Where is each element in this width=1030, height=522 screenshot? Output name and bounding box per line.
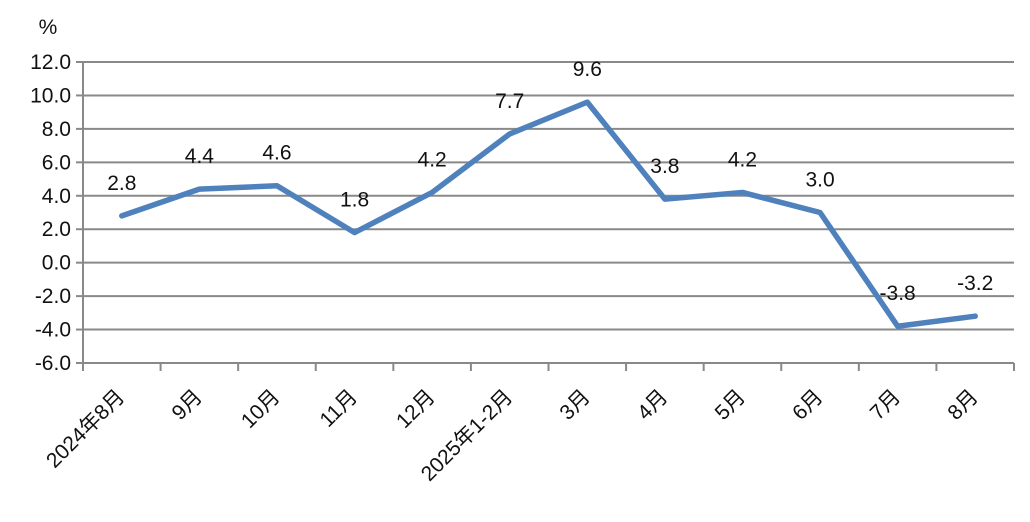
- y-tick-label: 8.0: [42, 118, 71, 141]
- x-tick-label: 5月: [711, 385, 750, 424]
- y-tick-label: -2.0: [35, 285, 71, 308]
- y-tick-label: 6.0: [42, 151, 71, 174]
- data-point-label: 3.8: [650, 155, 679, 178]
- y-tick-label: 2.0: [42, 218, 71, 241]
- x-tick-label: 4月: [633, 385, 672, 424]
- x-tick-label: 2024年8月: [42, 385, 129, 472]
- x-tick-label: 12月: [392, 385, 440, 433]
- data-point-label: 9.6: [573, 58, 602, 81]
- data-point-label: -3.8: [880, 282, 916, 305]
- data-point-label: -3.2: [957, 272, 993, 295]
- y-tick-label: -4.0: [35, 319, 71, 342]
- y-tick-label: 12.0: [30, 51, 71, 74]
- x-tick-label: 7月: [866, 385, 905, 424]
- y-axis-unit-label: %: [39, 16, 58, 39]
- x-tick-label: 3月: [555, 385, 594, 424]
- y-tick-label: 4.0: [42, 185, 71, 208]
- data-point-label: 7.7: [495, 90, 524, 113]
- x-tick-label: 6月: [788, 385, 827, 424]
- data-point-label: 1.8: [340, 189, 369, 212]
- data-point-label: 3.0: [805, 169, 834, 192]
- data-point-label: 2.8: [107, 172, 136, 195]
- y-tick-label: -6.0: [35, 352, 71, 375]
- y-tick-label: 0.0: [42, 252, 71, 275]
- x-tick-label: 8月: [943, 385, 982, 424]
- x-tick-label: 10月: [237, 385, 285, 433]
- y-tick-label: 10.0: [30, 84, 71, 107]
- data-point-label: 4.4: [185, 145, 215, 168]
- data-point-label: 4.2: [418, 148, 447, 171]
- data-line: [119, 99, 978, 329]
- x-tick-label: 11月: [316, 385, 363, 432]
- data-point-label: 4.2: [728, 148, 757, 171]
- x-tick-label: 9月: [168, 385, 207, 424]
- data-point-label: 4.6: [262, 142, 291, 165]
